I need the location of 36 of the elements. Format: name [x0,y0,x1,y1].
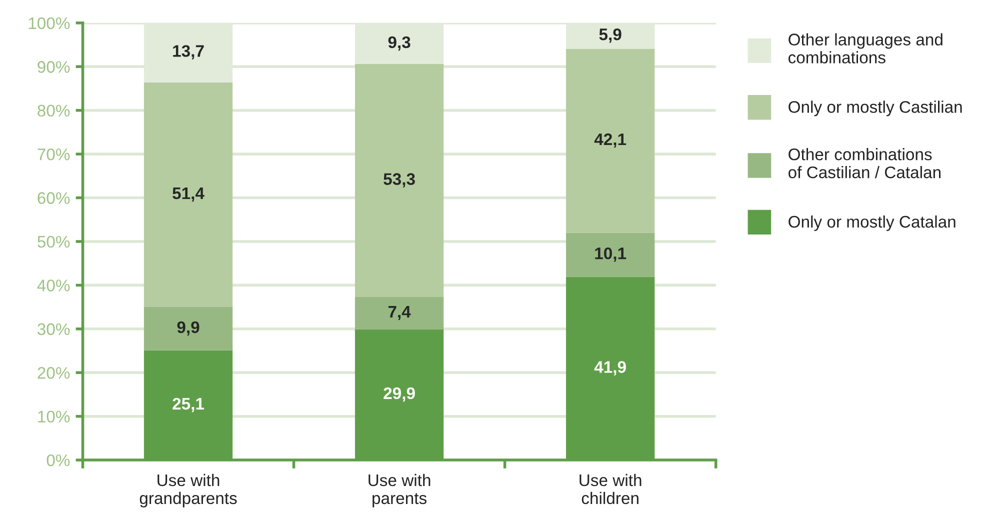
legend-label: Other languages and combinations [788,33,942,64]
y-tick-label: 100% [28,17,70,30]
data-label: 25,1 [172,398,204,412]
bar [354,64,444,297]
data-label: 53,3 [384,173,415,188]
legend-label: Only or mostly Catalan [788,215,956,232]
y-tick-label: 20% [38,367,70,379]
data-label: 41,9 [594,361,626,376]
x-tick-label: Use with grandparents [140,474,237,508]
data-label: 10,1 [595,247,626,262]
y-tick-label: 0% [46,454,70,466]
data-label: 7,4 [388,306,411,320]
bar [566,48,655,233]
data-label: 51,4 [172,188,204,202]
data-label: 13,7 [173,45,204,60]
bar [144,307,233,350]
bar [566,232,655,277]
legend-label: Other combinations of Castilian / Catalan [788,148,940,178]
y-tick-label: 50% [38,236,70,248]
y-tick-label: 10% [38,410,70,423]
y-tick-label: 40% [37,280,70,292]
x-tick-label: Use with parents [368,474,430,508]
y-tick-label: 80% [38,104,70,117]
y-tick-label: 30% [38,323,70,336]
y-tick-label: 70% [38,148,70,160]
bar [144,82,233,308]
y-tick-label: 60% [38,192,70,204]
data-label: 9,3 [388,36,410,51]
y-tick-label: 90% [38,61,70,73]
data-label: 9,9 [177,321,200,336]
bar [354,297,444,330]
data-label: 5,9 [599,28,622,43]
x-tick-label: Use with children [580,474,642,504]
data-label: 42,1 [594,133,626,148]
data-label: 29,9 [384,387,415,402]
legend-label: Only or mostly Castilian [788,100,962,116]
